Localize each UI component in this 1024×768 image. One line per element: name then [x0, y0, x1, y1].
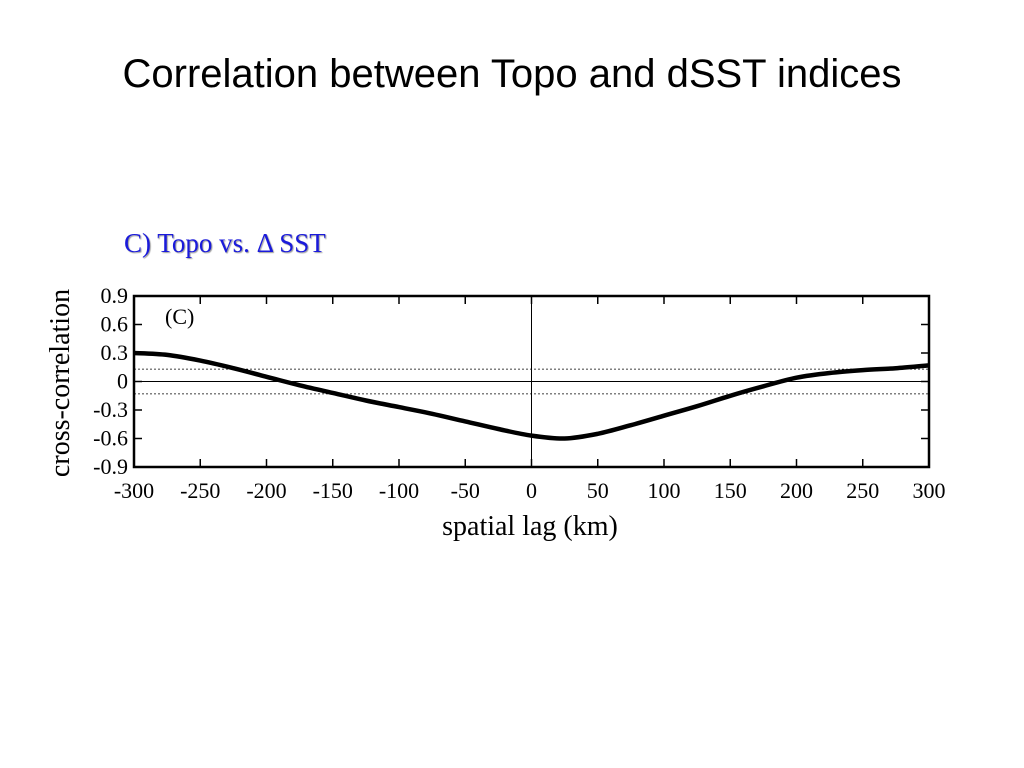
x-tick-label: -100: [379, 478, 419, 503]
y-tick-label: -0.3: [93, 397, 128, 422]
y-axis-label: cross-correlation: [45, 289, 76, 477]
x-tick-label: -50: [451, 478, 480, 503]
panel-label: (C): [165, 304, 194, 329]
y-tick-label: -0.6: [93, 426, 128, 451]
y-tick-label: 0.3: [101, 340, 129, 365]
x-tick-label: 0: [526, 478, 537, 503]
chart-title: C) Topo vs. Δ SST: [124, 228, 326, 258]
x-tick-label: -250: [180, 478, 220, 503]
correlation-curve: [133, 350, 930, 441]
x-tick-label: 50: [587, 478, 609, 503]
y-tick-label: 0: [117, 369, 128, 394]
y-tick-label: 0.6: [101, 312, 129, 337]
x-axis-label: spatial lag (km): [442, 511, 618, 542]
x-tick-label: 300: [913, 478, 946, 503]
y-tick-label: -0.9: [93, 454, 128, 479]
y-tick-label: 0.9: [101, 283, 129, 308]
x-tick-label: 150: [714, 478, 747, 503]
slide-title: Correlation between Topo and dSST indice…: [122, 52, 902, 96]
plot-area: -300 -250 -200 -150 -100 -50 0 50 100 150 200 250 30…: [93, 283, 945, 503]
x-tick-label: 250: [846, 478, 879, 503]
x-tick-label: -200: [246, 478, 286, 503]
x-tick-label: -300: [114, 478, 154, 503]
x-tick-label: 200: [780, 478, 813, 503]
x-tick-label: -150: [313, 478, 353, 503]
x-tick-label: 100: [648, 478, 681, 503]
